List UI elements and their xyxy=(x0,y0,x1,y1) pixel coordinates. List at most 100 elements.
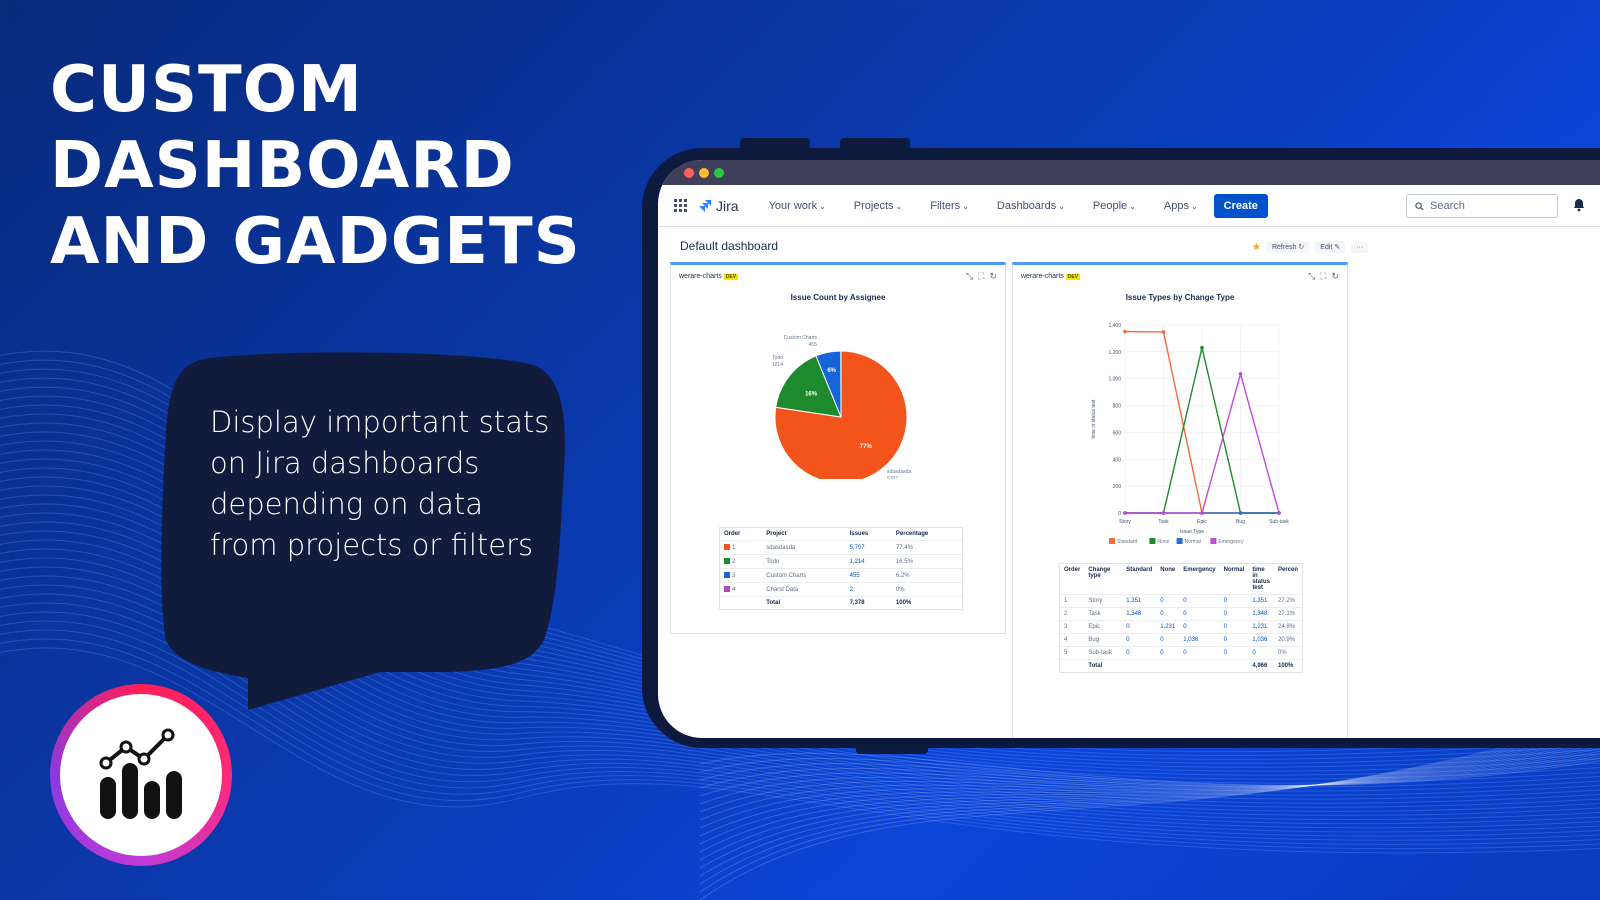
dev-badge: DEV xyxy=(723,274,739,280)
row-order: 4 xyxy=(720,582,763,597)
col-header[interactable]: Issues xyxy=(849,531,869,537)
col-header[interactable]: Normal xyxy=(1223,567,1245,573)
nav-your-work[interactable]: Your work ⌄ xyxy=(768,199,826,212)
col-header[interactable]: Emergency xyxy=(1183,567,1216,573)
cell-link[interactable]: 1,351 xyxy=(1248,594,1274,608)
refresh-icon[interactable]: ↻ xyxy=(1331,271,1339,281)
pie-slice[interactable] xyxy=(774,350,908,479)
app-switcher-icon[interactable] xyxy=(674,198,688,213)
cell-link[interactable]: 0 xyxy=(1156,633,1180,647)
nav-people[interactable]: People ⌄ xyxy=(1092,199,1136,212)
table-row: 1 sdasdasda 5,707 77.4% xyxy=(720,540,962,555)
maximize-dot[interactable] xyxy=(714,167,724,178)
close-dot[interactable] xyxy=(684,167,694,178)
col-header[interactable]: time in status test xyxy=(1252,567,1270,591)
cell-link[interactable]: 1,351 xyxy=(1122,594,1157,608)
col-header[interactable]: None xyxy=(1160,567,1176,573)
jira-logo[interactable]: Jira xyxy=(698,198,739,214)
dev-badge: DEV xyxy=(1065,274,1081,280)
nav-projects[interactable]: Projects ⌄ xyxy=(853,199,903,212)
cell-link[interactable]: 0 xyxy=(1156,594,1180,608)
cell-link[interactable]: 0 xyxy=(1179,607,1220,621)
row-issues-link[interactable]: 455 xyxy=(845,568,892,583)
row-issues-link[interactable]: 5,707 xyxy=(845,540,892,555)
legend-label[interactable]: None xyxy=(1157,539,1169,545)
cell-link[interactable]: 1,036 xyxy=(1179,633,1220,647)
col-header[interactable]: Order xyxy=(724,531,741,537)
legend-label[interactable]: Standard xyxy=(1117,539,1138,545)
row-project: Todo xyxy=(762,554,846,569)
cell-link[interactable]: 0 xyxy=(1122,646,1157,660)
change-type-table: Order Change type Standard None Emergency Nor… xyxy=(1059,563,1303,673)
cell-link[interactable]: 0 xyxy=(1122,633,1157,647)
cell-link[interactable]: 0 xyxy=(1219,646,1249,660)
data-point[interactable] xyxy=(1200,511,1204,515)
cell-link[interactable]: 0 xyxy=(1179,646,1220,660)
cell-link[interactable]: 0 xyxy=(1122,620,1157,634)
data-point[interactable] xyxy=(1200,345,1204,350)
cell-link[interactable]: 1,348 xyxy=(1122,607,1157,621)
gadget-issue-types: werare-charts DEV ⤡ ⛶ ↻ Issue Types by Ch… xyxy=(1012,262,1348,738)
search-input[interactable]: Search xyxy=(1406,194,1558,218)
data-point[interactable] xyxy=(1238,372,1243,376)
fullscreen-icon[interactable]: ⛶ xyxy=(978,271,985,281)
data-point[interactable] xyxy=(1277,511,1281,515)
star-icon[interactable]: ★ xyxy=(1252,241,1261,253)
x-axis-label: Issue Type xyxy=(1180,529,1204,535)
more-button[interactable]: ··· xyxy=(1351,241,1369,253)
create-button[interactable]: Create xyxy=(1213,193,1268,218)
refresh-button[interactable]: Refresh ↻ xyxy=(1266,241,1310,253)
data-point[interactable] xyxy=(1161,330,1166,334)
cell-link[interactable]: 0 xyxy=(1219,594,1249,608)
x-tick-label: Epic xyxy=(1197,519,1207,525)
data-point[interactable] xyxy=(1123,329,1127,334)
cell: 20.9% xyxy=(1273,633,1302,647)
cell-link[interactable]: 0 xyxy=(1156,607,1180,621)
app-logo-badge xyxy=(50,684,232,866)
edit-button[interactable]: Edit ✎ xyxy=(1315,241,1346,253)
chart-title: Issue Count by Assignee xyxy=(790,293,886,302)
legend-label[interactable]: Normal xyxy=(1185,539,1201,545)
col-header[interactable]: Standard xyxy=(1126,567,1153,573)
cell: 24.8% xyxy=(1273,620,1302,634)
minimize-icon[interactable]: ⤡ xyxy=(965,271,974,281)
col-header[interactable]: Change type xyxy=(1088,567,1111,579)
cell-link[interactable]: 0 xyxy=(1219,620,1249,634)
minimize-icon[interactable]: ⤡ xyxy=(1307,271,1316,281)
jira-screen: Jira Your work ⌄ Projects ⌄ Filters ⌄ Dashb… xyxy=(658,160,1600,738)
col-header[interactable]: Percentage xyxy=(895,531,929,537)
data-point[interactable] xyxy=(1123,511,1127,515)
notification-icon[interactable] xyxy=(1572,198,1586,212)
cell-link[interactable]: 1,231 xyxy=(1248,620,1274,634)
cell-link[interactable]: 0 xyxy=(1248,646,1274,660)
data-point[interactable] xyxy=(1238,511,1243,515)
cell-link[interactable]: 0 xyxy=(1219,607,1249,621)
nav-apps[interactable]: Apps ⌄ xyxy=(1163,199,1198,212)
nav-dashboards[interactable]: Dashboards ⌄ xyxy=(996,199,1065,212)
cell: 4 xyxy=(1060,633,1085,647)
pie-slice[interactable] xyxy=(775,355,842,418)
row-issues-link[interactable]: 2 xyxy=(845,582,892,597)
minimize-dot[interactable] xyxy=(699,167,709,178)
col-header[interactable]: Project xyxy=(766,531,787,537)
cell-link[interactable]: 1,231 xyxy=(1156,620,1180,634)
cell: 2 xyxy=(1060,607,1085,621)
cell-link[interactable]: 1,348 xyxy=(1248,607,1274,621)
cell-link[interactable]: 0 xyxy=(1219,633,1249,647)
table-row: 4 Bug 0 0 1,036 0 1,036 20.9% xyxy=(1060,633,1302,647)
col-header[interactable]: Percen xyxy=(1277,567,1298,573)
cell-link[interactable]: 0 xyxy=(1179,620,1220,634)
refresh-icon[interactable]: ↻ xyxy=(989,271,997,281)
data-point[interactable] xyxy=(1161,511,1166,515)
col-header[interactable]: Order xyxy=(1064,567,1081,573)
cell-link[interactable]: 1,036 xyxy=(1248,633,1274,647)
fullscreen-icon[interactable]: ⛶ xyxy=(1320,271,1327,281)
cell-link[interactable]: 0 xyxy=(1156,646,1180,660)
legend-label[interactable]: Emergency xyxy=(1218,539,1244,545)
legend-swatch xyxy=(1109,538,1115,544)
cell-link[interactable]: 0 xyxy=(1179,594,1220,608)
nav-filters[interactable]: Filters ⌄ xyxy=(930,199,969,212)
total-label: Total xyxy=(1084,659,1123,672)
row-issues-link[interactable]: 1,214 xyxy=(845,554,892,569)
row-order: 3 xyxy=(720,568,763,583)
